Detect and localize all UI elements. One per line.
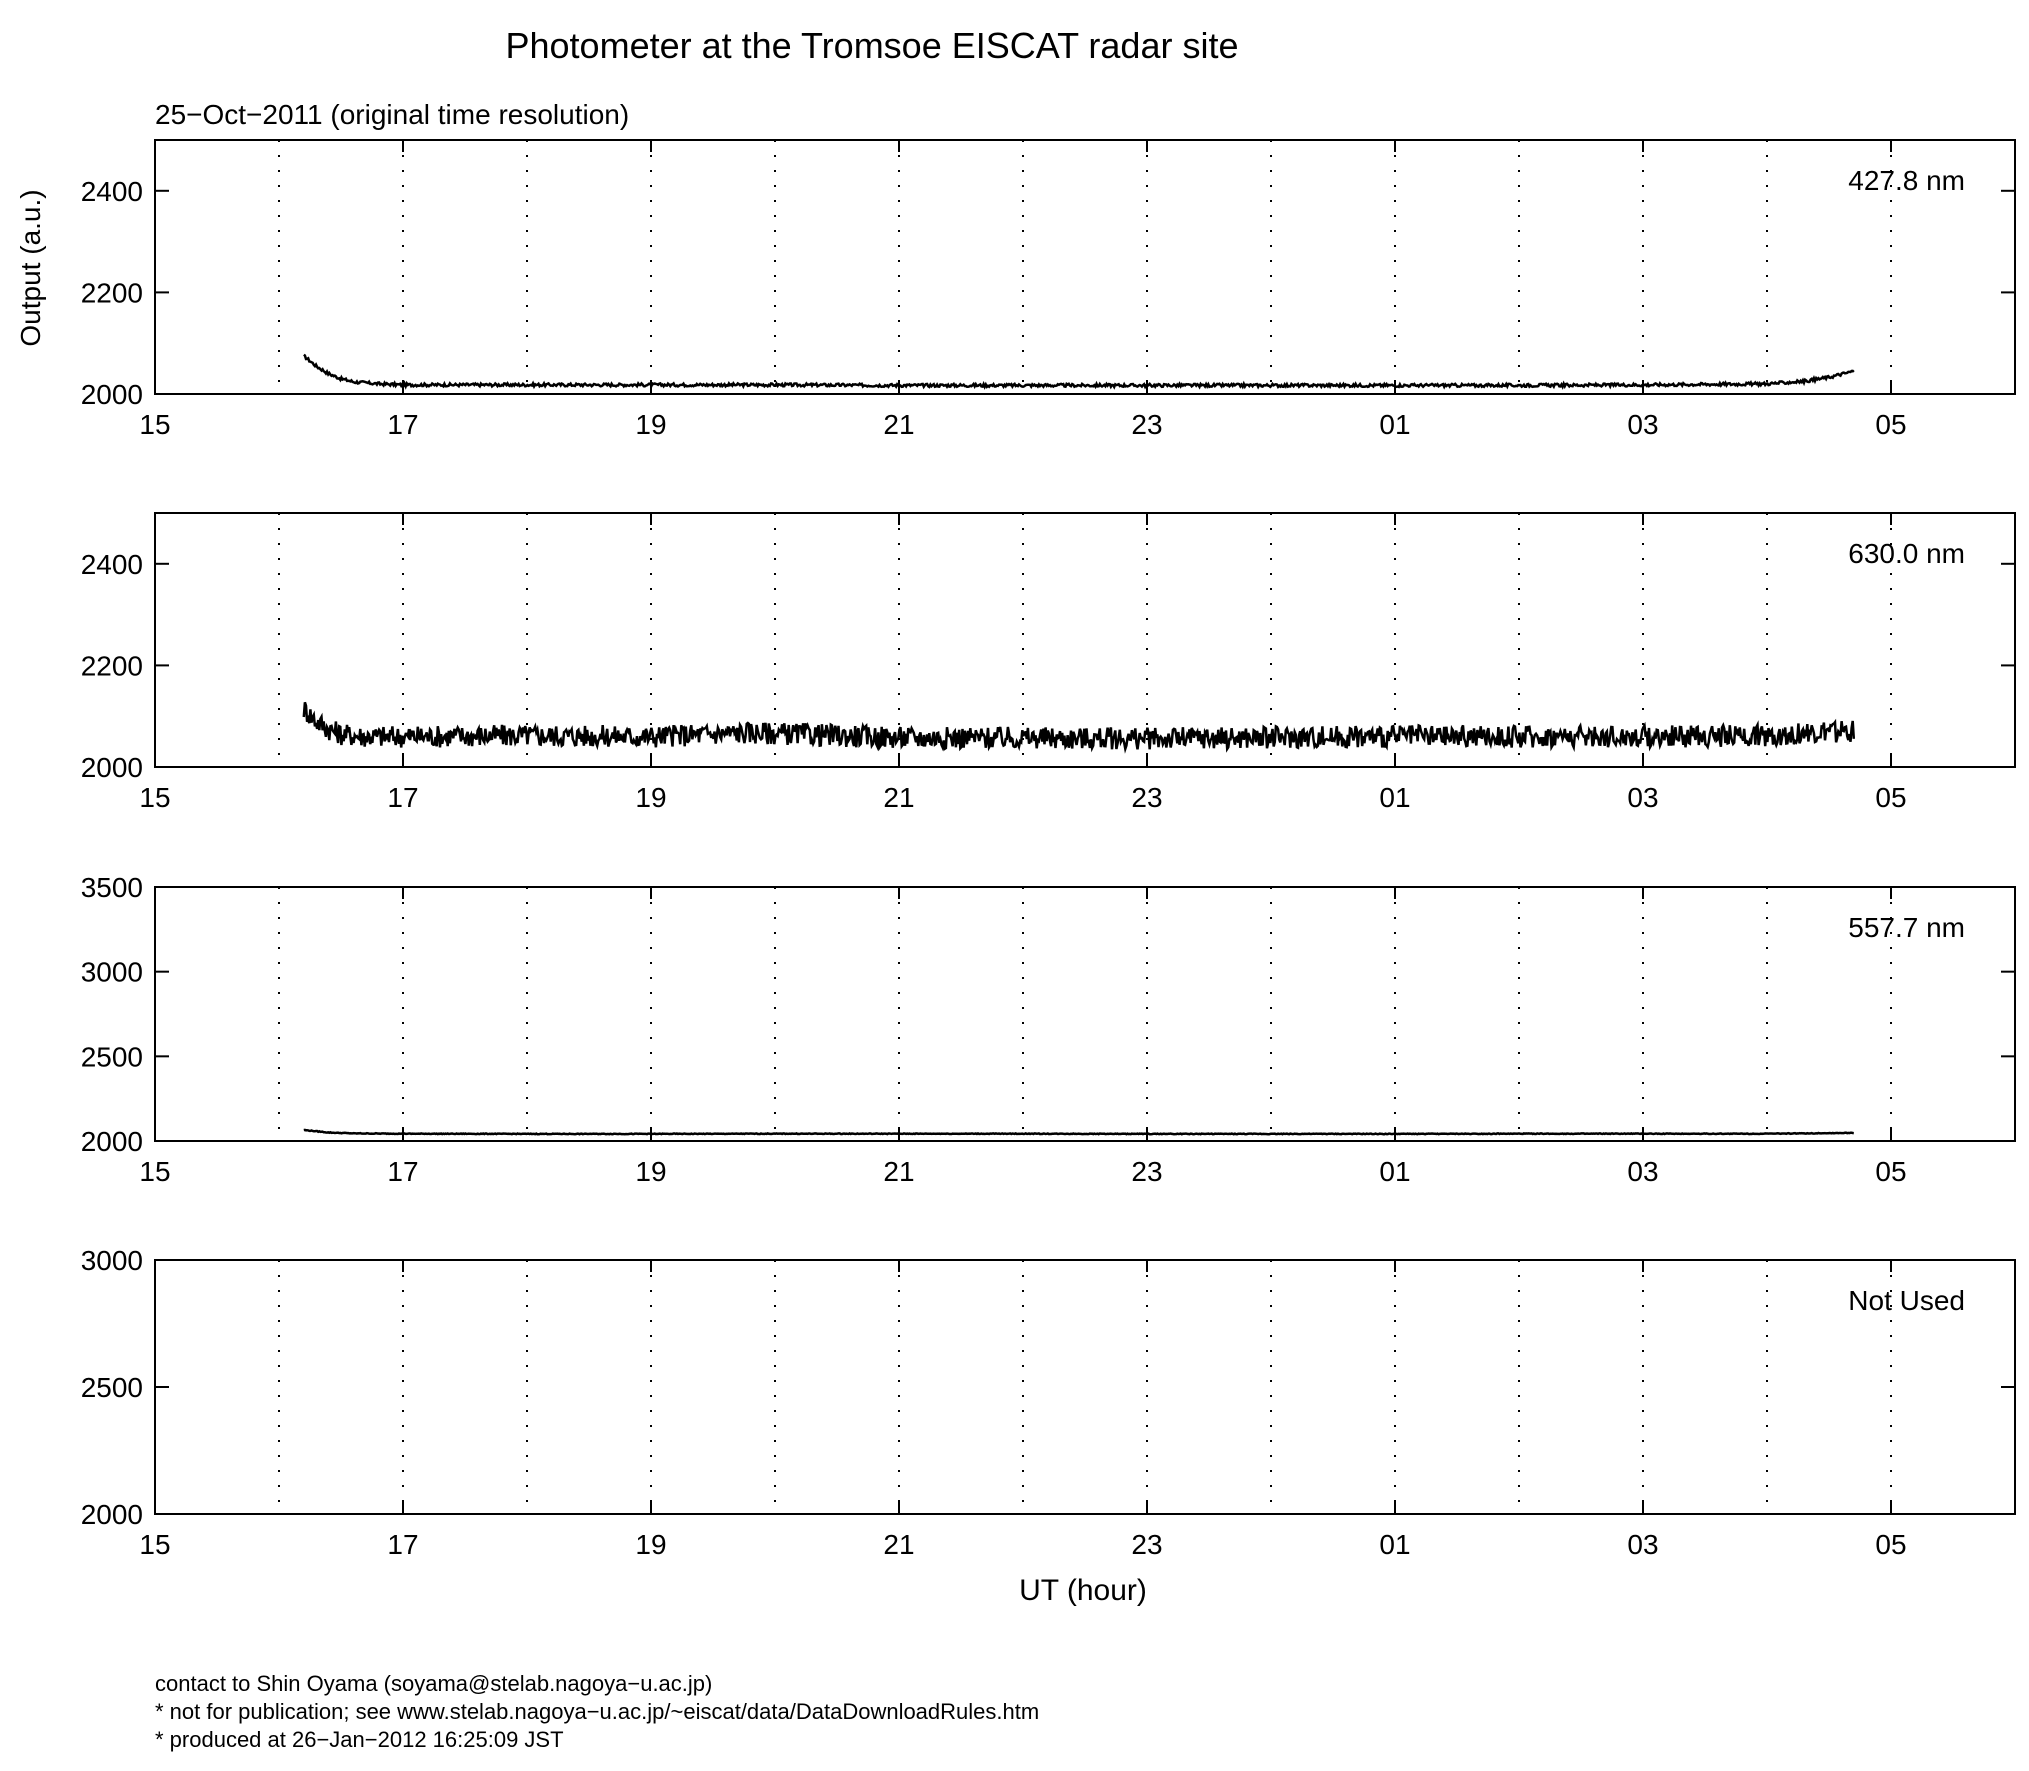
y-tick-label: 2000 bbox=[81, 1126, 143, 1157]
figure-subtitle: 25−Oct−2011 (original time resolution) bbox=[155, 99, 629, 130]
x-tick-label: 17 bbox=[387, 782, 418, 813]
axes-frame bbox=[154, 512, 2016, 768]
x-tick-label: 17 bbox=[387, 1529, 418, 1560]
y-tick-label: 2200 bbox=[81, 650, 143, 681]
y-axis-label: Output (a.u.) bbox=[15, 189, 46, 346]
axes-frame bbox=[154, 1259, 2016, 1515]
panel-2: 15 17 19 21 23 01 03 05 2000 2200 2400 630.0 nm bbox=[81, 512, 2016, 813]
x-tick-label: 21 bbox=[883, 409, 914, 440]
x-axis-label: UT (hour) bbox=[1019, 1574, 1147, 1607]
x-tick-label: 17 bbox=[387, 409, 418, 440]
x-tick-label: 19 bbox=[635, 1529, 666, 1560]
footer-publication-note: * not for publication; see www.stelab.na… bbox=[155, 1699, 1040, 1724]
axes-frame bbox=[154, 886, 2016, 1142]
data-line bbox=[303, 1128, 1854, 1136]
x-tick-label: 05 bbox=[1875, 409, 1906, 440]
panels: 15 17 19 21 23 01 03 05 2000 2200 2400 427.8 nm 15 17… bbox=[81, 139, 2016, 1560]
footer-notes: contact to Shin Oyama (soyama@stelab.nag… bbox=[155, 1670, 1039, 1754]
y-tick-label: 3000 bbox=[81, 1245, 143, 1276]
x-tick-label: 05 bbox=[1875, 1529, 1906, 1560]
x-tick-label: 01 bbox=[1379, 409, 1410, 440]
panel-label: 427.8 nm bbox=[1848, 165, 1965, 196]
x-tick-label: 01 bbox=[1379, 1156, 1410, 1187]
y-tick-label: 2500 bbox=[81, 1041, 143, 1072]
y-tick-label: 3000 bbox=[81, 957, 143, 988]
y-tick-label: 2200 bbox=[81, 277, 143, 308]
y-tick-label: 2400 bbox=[81, 176, 143, 207]
x-tick-label: 19 bbox=[635, 782, 666, 813]
x-tick-label: 23 bbox=[1131, 1529, 1162, 1560]
y-tick-label: 2500 bbox=[81, 1372, 143, 1403]
data-line bbox=[302, 701, 1856, 754]
x-tick-label: 01 bbox=[1379, 782, 1410, 813]
axes-frame bbox=[154, 139, 2016, 395]
panel-label: 630.0 nm bbox=[1848, 538, 1965, 569]
y-tick-label: 3500 bbox=[81, 872, 143, 903]
x-tick-label: 21 bbox=[883, 1529, 914, 1560]
x-tick-label: 23 bbox=[1131, 409, 1162, 440]
y-tick-label: 2000 bbox=[81, 379, 143, 410]
footer-produced-at: * produced at 26−Jan−2012 16:25:09 JST bbox=[155, 1727, 564, 1752]
data-line bbox=[303, 353, 1855, 390]
x-tick-label: 23 bbox=[1131, 1156, 1162, 1187]
x-tick-label: 21 bbox=[883, 1156, 914, 1187]
y-tick-label: 2400 bbox=[81, 549, 143, 580]
x-tick-label: 03 bbox=[1627, 409, 1658, 440]
x-tick-label: 15 bbox=[139, 409, 170, 440]
panel-4: 15 17 19 21 23 01 03 05 2000 2500 3000 Not Used bbox=[81, 1245, 2016, 1560]
x-tick-label: 15 bbox=[139, 1156, 170, 1187]
x-tick-label: 19 bbox=[635, 1156, 666, 1187]
y-tick-label: 2000 bbox=[81, 1499, 143, 1530]
x-tick-label: 23 bbox=[1131, 782, 1162, 813]
x-tick-label: 03 bbox=[1627, 1156, 1658, 1187]
y-tick-label: 2000 bbox=[81, 752, 143, 783]
panel-1: 15 17 19 21 23 01 03 05 2000 2200 2400 427.8 nm bbox=[81, 139, 2016, 440]
x-tick-label: 17 bbox=[387, 1156, 418, 1187]
panel-3: 15 17 19 21 23 01 03 05 2000 2500 3000 3500 557.7 nm bbox=[81, 872, 2016, 1187]
x-tick-label: 03 bbox=[1627, 1529, 1658, 1560]
footer-contact: contact to Shin Oyama (soyama@stelab.nag… bbox=[155, 1671, 713, 1696]
x-tick-label: 05 bbox=[1875, 1156, 1906, 1187]
figure-title: Photometer at the Tromsoe EISCAT radar s… bbox=[506, 25, 1239, 66]
x-tick-label: 03 bbox=[1627, 782, 1658, 813]
x-tick-label: 05 bbox=[1875, 782, 1906, 813]
x-tick-label: 15 bbox=[139, 782, 170, 813]
x-tick-label: 01 bbox=[1379, 1529, 1410, 1560]
x-tick-label: 19 bbox=[635, 409, 666, 440]
panel-label: Not Used bbox=[1848, 1285, 1965, 1316]
x-tick-label: 15 bbox=[139, 1529, 170, 1560]
panel-label: 557.7 nm bbox=[1848, 912, 1965, 943]
x-tick-label: 21 bbox=[883, 782, 914, 813]
